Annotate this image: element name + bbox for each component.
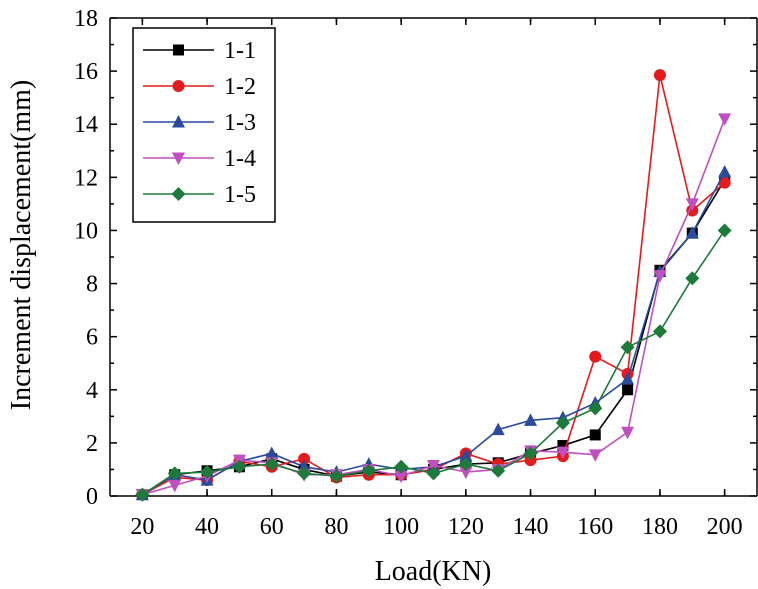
legend-label: 1-2 bbox=[224, 74, 256, 100]
y-axis-ticks: 0 2 4 6 8 10 12 14 16 18 bbox=[74, 6, 757, 510]
data-point bbox=[685, 198, 699, 211]
data-point bbox=[394, 470, 408, 484]
series-line bbox=[141, 179, 726, 496]
x-tick-label: 20 bbox=[130, 514, 154, 540]
data-point bbox=[620, 340, 635, 355]
data-point bbox=[621, 372, 635, 385]
data-point bbox=[589, 350, 602, 363]
legend-label: 1-5 bbox=[224, 182, 256, 208]
x-tick-label: 80 bbox=[324, 514, 348, 540]
legend-entry: 1-1 bbox=[143, 38, 256, 64]
x-tick-label: 200 bbox=[707, 514, 743, 540]
data-point bbox=[297, 466, 312, 481]
data-point bbox=[265, 446, 279, 460]
series-line bbox=[141, 229, 726, 496]
data-point bbox=[524, 413, 538, 426]
legend-marker bbox=[172, 80, 185, 92]
data-point bbox=[394, 459, 409, 474]
data-point bbox=[652, 324, 667, 339]
legend-entry: 1-2 bbox=[143, 74, 256, 100]
data-point bbox=[297, 459, 311, 473]
data-point bbox=[588, 401, 603, 416]
x-tick-label: 100 bbox=[383, 514, 419, 540]
data-point bbox=[588, 449, 602, 462]
series-1-1 bbox=[136, 174, 731, 501]
legend: 1-1 1-2 1-3 1-4 1-5 bbox=[132, 27, 276, 223]
data-point bbox=[718, 165, 732, 178]
x-axis-ticks: 20 40 60 80 100 120 140 160 180 200 bbox=[130, 18, 743, 540]
legend-entry: 1-3 bbox=[143, 110, 256, 136]
data-point bbox=[458, 457, 473, 472]
data-point bbox=[685, 226, 699, 239]
data-point bbox=[556, 446, 570, 460]
data-point bbox=[427, 459, 440, 473]
data-point bbox=[168, 479, 182, 493]
y-tick-label: 6 bbox=[86, 325, 98, 351]
y-tick-label: 12 bbox=[74, 165, 98, 191]
series-group bbox=[135, 69, 732, 502]
y-tick-label: 2 bbox=[86, 431, 98, 457]
data-point bbox=[167, 466, 182, 481]
y-tick-label: 10 bbox=[74, 218, 98, 244]
data-point bbox=[135, 487, 150, 502]
legend-marker bbox=[172, 115, 185, 128]
series-1-5 bbox=[135, 223, 732, 502]
data-point bbox=[557, 440, 569, 452]
y-tick-label: 8 bbox=[86, 272, 98, 298]
data-point bbox=[232, 459, 247, 474]
x-tick-label: 120 bbox=[448, 514, 484, 540]
legend-box bbox=[132, 27, 276, 223]
data-point bbox=[653, 270, 667, 283]
legend-entry: 1-4 bbox=[143, 146, 256, 172]
legend-marker bbox=[171, 187, 186, 201]
data-point bbox=[589, 429, 601, 441]
y-axis-label: Increment displacement(mm) bbox=[6, 80, 37, 410]
data-point bbox=[491, 422, 505, 436]
data-point bbox=[621, 426, 635, 440]
x-tick-label: 60 bbox=[260, 514, 284, 540]
legend-label: 1-1 bbox=[224, 38, 256, 64]
legend-label: 1-4 bbox=[224, 146, 256, 172]
data-point bbox=[653, 69, 666, 82]
data-point bbox=[717, 223, 732, 238]
data-point bbox=[685, 271, 700, 286]
data-point bbox=[459, 466, 473, 480]
y-tick-label: 4 bbox=[86, 378, 98, 404]
x-axis-label: Load(KN) bbox=[375, 556, 492, 587]
data-point bbox=[718, 176, 731, 189]
data-point bbox=[523, 446, 538, 461]
legend-marker bbox=[173, 44, 184, 56]
data-point bbox=[426, 466, 441, 481]
legend-entry: 1-5 bbox=[143, 182, 256, 208]
data-point bbox=[329, 469, 344, 484]
data-point bbox=[264, 457, 279, 472]
data-point bbox=[200, 465, 215, 480]
data-point bbox=[459, 449, 473, 462]
x-tick-label: 140 bbox=[513, 514, 549, 540]
data-point bbox=[555, 415, 570, 430]
x-tick-label: 40 bbox=[195, 514, 219, 540]
data-point bbox=[718, 113, 732, 126]
y-tick-label: 18 bbox=[74, 6, 98, 32]
y-tick-label: 16 bbox=[74, 59, 98, 85]
data-point bbox=[298, 452, 311, 465]
x-tick-label: 160 bbox=[577, 514, 613, 540]
legend-label: 1-3 bbox=[224, 110, 256, 136]
x-tick-label: 180 bbox=[642, 514, 678, 540]
data-point bbox=[622, 384, 634, 396]
data-point bbox=[491, 463, 506, 478]
y-tick-label: 0 bbox=[86, 484, 98, 510]
y-tick-label: 14 bbox=[74, 112, 98, 138]
data-point bbox=[361, 463, 376, 478]
legend-marker bbox=[172, 152, 185, 165]
